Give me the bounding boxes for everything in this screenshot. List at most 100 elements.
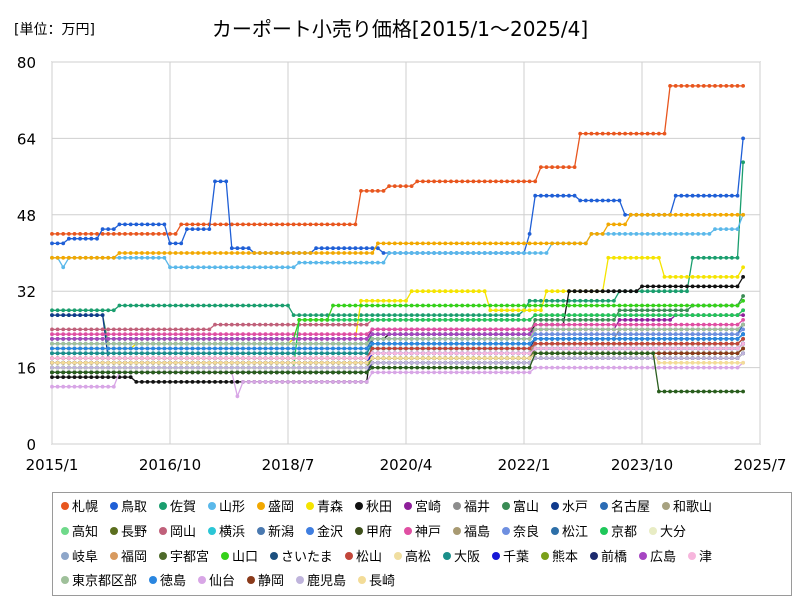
data-point [190,227,195,232]
data-point [303,318,307,322]
data-point [651,308,656,313]
data-point [370,298,375,303]
data-point [701,84,706,88]
data-point [342,222,347,227]
data-point [111,232,116,236]
data-point [443,251,448,255]
data-point [668,322,672,327]
data-point [224,322,229,327]
data-point [269,251,273,255]
data-point [685,193,689,198]
data-point [128,341,133,346]
data-point [370,332,375,337]
data-point [336,337,341,341]
data-point [421,327,425,332]
data-point [376,260,380,265]
data-point [151,351,156,356]
data-point [286,356,290,360]
data-point [499,308,504,313]
data-point [696,322,701,327]
data-point [471,241,476,246]
data-point [258,351,262,356]
data-point [185,265,189,270]
data-point [359,313,363,317]
data-point [718,193,723,198]
data-point [387,184,391,189]
data-point [106,308,111,313]
data-point [651,284,656,289]
data-point [415,251,420,255]
data-point [718,212,723,217]
data-point [701,332,706,337]
data-point [443,289,448,294]
data-point [252,251,257,255]
data-point [606,341,611,346]
data-point [567,313,571,317]
data-point [539,318,543,322]
data-point [297,318,302,322]
data-point [207,351,212,356]
data-point [235,356,240,360]
data-point [718,313,723,317]
data-point [617,346,622,351]
data-point [567,318,571,322]
data-point [387,332,391,337]
data-point [168,341,172,346]
data-point [437,313,442,317]
data-point [550,165,554,170]
data-point [662,313,667,317]
data-point [735,255,740,260]
data-point [72,332,77,337]
data-point [645,289,650,294]
data-point [730,227,734,232]
data-point [106,341,111,346]
data-point [713,346,717,351]
data-point [555,322,560,327]
data-point [555,341,560,346]
data-point [78,308,82,313]
data-point [516,313,521,317]
data-point [718,322,723,327]
data-point [443,179,448,184]
data-point [690,232,695,236]
data-point [291,337,296,341]
data-point [623,255,627,260]
data-point [269,265,273,270]
data-point [100,337,105,341]
data-point [303,222,307,227]
data-point [263,265,268,270]
data-point [572,332,577,337]
data-point [685,289,689,294]
data-point [701,275,706,279]
data-point [533,313,538,317]
data-point [286,222,290,227]
data-point [690,212,695,217]
data-point [179,303,184,308]
data-point [213,222,217,227]
data-point [89,313,94,317]
data-point [376,313,380,317]
data-point [718,227,723,232]
data-point [95,341,99,346]
data-point [123,351,127,356]
data-point [443,241,448,246]
data-point [151,337,156,341]
data-point [510,351,515,356]
data-point [190,265,195,270]
data-point [145,337,150,341]
data-point [156,222,161,227]
data-point [713,341,717,346]
data-point [640,313,644,317]
data-point [50,327,54,332]
data-point [477,327,481,332]
data-point [415,346,420,351]
data-point [454,332,459,337]
data-point [185,327,189,332]
data-point [657,289,661,294]
data-point [331,260,335,265]
data-point [561,165,566,170]
data-point [376,351,380,356]
data-point [185,356,189,360]
data-point [392,332,397,337]
data-point [477,289,481,294]
